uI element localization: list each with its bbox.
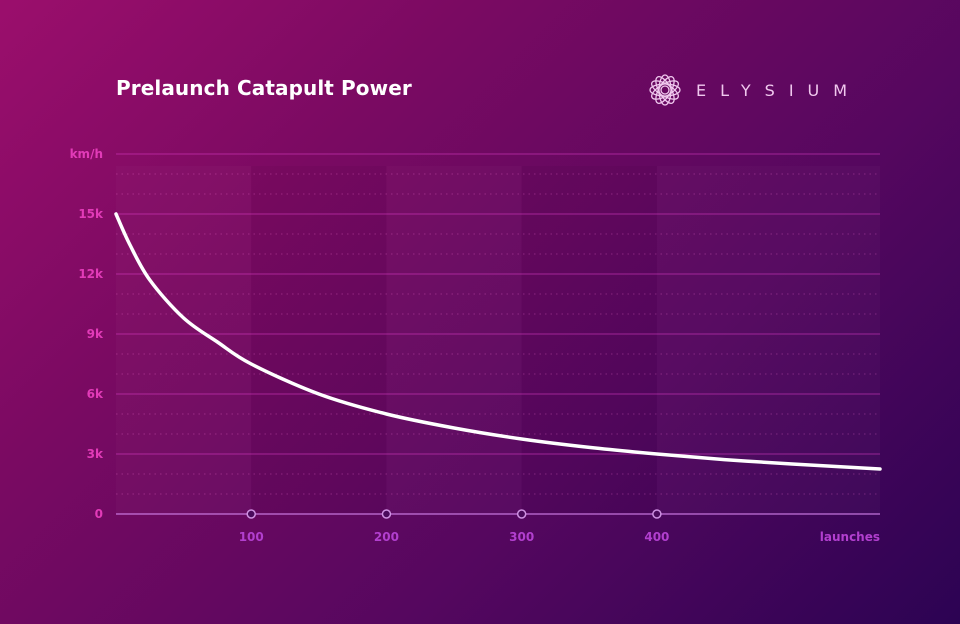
x-tick-label: 400 bbox=[644, 530, 669, 544]
column-band bbox=[116, 166, 251, 514]
column-band bbox=[386, 166, 521, 514]
x-tick-label: 100 bbox=[239, 530, 264, 544]
y-tick-label: 12k bbox=[78, 267, 104, 281]
column-bands bbox=[116, 166, 657, 514]
x-axis-label: launches bbox=[820, 530, 880, 544]
column-band bbox=[251, 166, 387, 514]
y-axis-label: km/h bbox=[70, 147, 103, 161]
brand-logo: ELYSIUM bbox=[648, 72, 861, 108]
x-tick-marker bbox=[381, 509, 392, 519]
y-tick-label: 3k bbox=[87, 447, 104, 461]
series-layer bbox=[114, 212, 882, 471]
series-line bbox=[114, 212, 882, 471]
y-tick-label: 6k bbox=[87, 387, 104, 401]
column-band bbox=[521, 166, 657, 514]
swirl-logo-icon bbox=[649, 74, 681, 106]
x-tick-label: 300 bbox=[509, 530, 534, 544]
x-tick-marker bbox=[652, 509, 662, 519]
chart-title: Prelaunch Catapult Power bbox=[116, 76, 412, 100]
x-axis: 100 200 300 400 launches bbox=[116, 509, 880, 544]
y-axis: km/h 0 3k 6k 9k 12k 15k bbox=[70, 147, 104, 521]
x-tick-marker bbox=[516, 509, 527, 519]
minor-gridlines bbox=[116, 173, 880, 495]
y-tick-label: 9k bbox=[87, 327, 104, 341]
x-tick-label: 200 bbox=[374, 530, 399, 544]
major-gridlines bbox=[116, 153, 880, 455]
brand-name: ELYSIUM bbox=[696, 80, 862, 100]
y-tick-label: 0 bbox=[95, 507, 103, 521]
y-tick-label: 15k bbox=[78, 207, 104, 221]
x-tick-marker bbox=[246, 509, 256, 519]
